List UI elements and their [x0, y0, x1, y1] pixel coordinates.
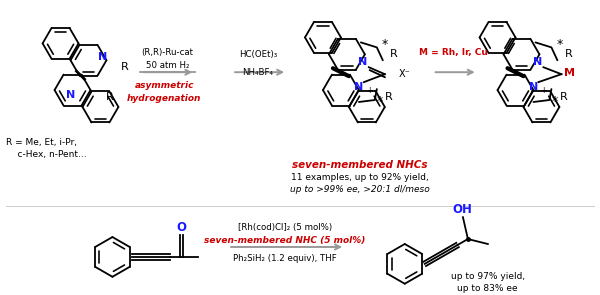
Text: M = Rh, Ir, Cu: M = Rh, Ir, Cu	[419, 48, 488, 57]
Text: N: N	[533, 57, 542, 67]
Text: *: *	[556, 38, 563, 51]
Text: X⁻: X⁻	[399, 69, 410, 79]
Text: OH: OH	[452, 203, 472, 216]
Text: R: R	[121, 62, 128, 72]
Text: *: *	[377, 96, 383, 109]
Text: up to >99% ee, >20:1 dl/meso: up to >99% ee, >20:1 dl/meso	[290, 185, 430, 194]
Text: *: *	[551, 96, 557, 109]
Text: asymmetric: asymmetric	[134, 81, 194, 90]
Text: 11 examples, up to 92% yield,: 11 examples, up to 92% yield,	[291, 173, 429, 182]
Text: Ph₂SiH₂ (1.2 equiv), THF: Ph₂SiH₂ (1.2 equiv), THF	[233, 254, 337, 263]
Text: +: +	[541, 86, 547, 95]
Text: [Rh(cod)Cl]₂ (5 mol%): [Rh(cod)Cl]₂ (5 mol%)	[238, 223, 332, 232]
Text: N: N	[354, 82, 364, 92]
Text: R: R	[565, 49, 572, 59]
Text: *: *	[382, 38, 388, 51]
Text: R: R	[559, 92, 567, 102]
Text: R: R	[385, 92, 392, 102]
Text: up to 83% ee: up to 83% ee	[457, 284, 518, 293]
Text: (R,R)-Ru-cat: (R,R)-Ru-cat	[142, 48, 193, 57]
Text: +: +	[366, 86, 372, 95]
Text: seven-membered NHCs: seven-membered NHCs	[292, 160, 428, 170]
Text: N: N	[529, 82, 538, 92]
Text: O: O	[176, 221, 186, 234]
Text: N: N	[358, 57, 367, 67]
Text: N: N	[66, 90, 75, 100]
Text: N: N	[98, 52, 107, 62]
Text: HC(OEt)₃: HC(OEt)₃	[239, 50, 277, 59]
Text: R = Me, Et, i-Pr,
    c-Hex, n-Pent...: R = Me, Et, i-Pr, c-Hex, n-Pent...	[5, 138, 86, 159]
Text: NH₄BF₄: NH₄BF₄	[242, 68, 274, 77]
Text: 50 atm H₂: 50 atm H₂	[146, 61, 189, 70]
Text: up to 97% yield,: up to 97% yield,	[451, 272, 524, 281]
Text: R: R	[106, 92, 113, 102]
Text: seven-membered NHC (5 mol%): seven-membered NHC (5 mol%)	[205, 235, 366, 245]
Text: R: R	[390, 49, 398, 59]
Text: M: M	[565, 68, 575, 78]
Text: hydrogenation: hydrogenation	[127, 94, 202, 103]
